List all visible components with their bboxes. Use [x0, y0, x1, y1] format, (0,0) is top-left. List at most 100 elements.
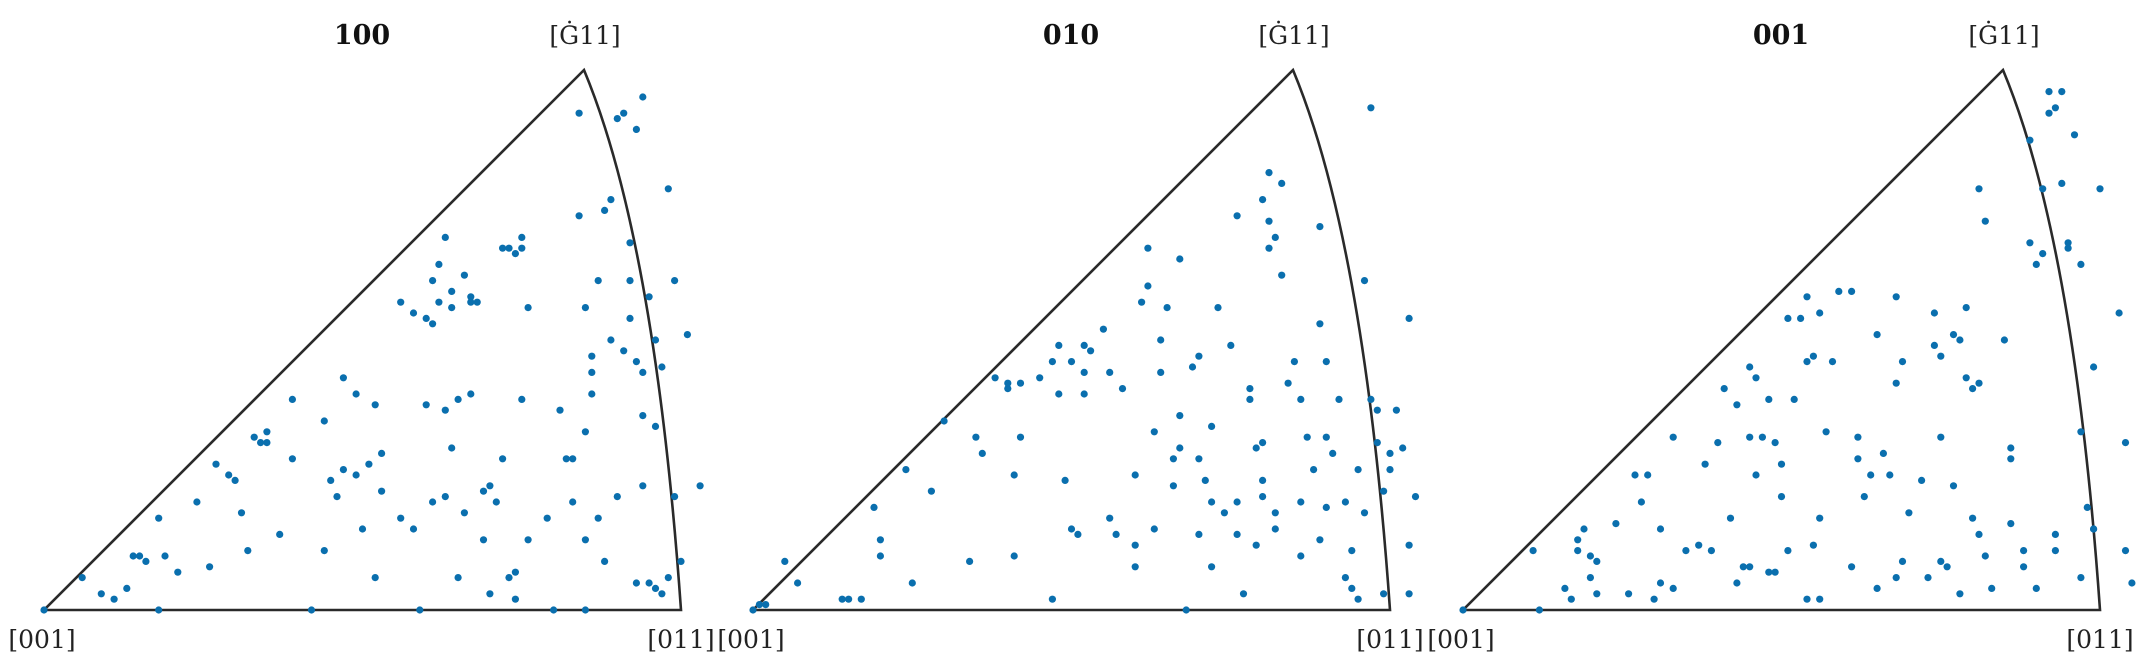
data-point [1867, 471, 1875, 479]
data-point [626, 314, 634, 322]
data-point [696, 482, 704, 490]
label-right: [011] [2066, 625, 2133, 654]
data-point [1080, 390, 1088, 398]
data-point [2051, 547, 2059, 555]
data-point [1656, 579, 1665, 587]
data-point [632, 579, 641, 587]
data-point [1873, 331, 1881, 339]
data-point [1329, 449, 1337, 457]
data-point [1937, 557, 1945, 566]
data-point [1208, 422, 1216, 430]
data-point [1246, 385, 1254, 393]
data-point [492, 498, 500, 506]
data-point [174, 568, 182, 576]
data-point [1816, 595, 1824, 603]
scatter-points [40, 93, 704, 614]
data-point [1656, 525, 1665, 533]
data-point [651, 584, 660, 593]
label-origin: [001] [717, 625, 784, 654]
data-point [193, 498, 201, 506]
data-point [645, 579, 653, 587]
data-point [378, 449, 386, 457]
data-point [397, 514, 405, 522]
data-point [1405, 541, 1413, 549]
data-point [1157, 368, 1165, 376]
data-point [1048, 358, 1056, 366]
data-point [1297, 395, 1305, 403]
data-point [429, 277, 437, 285]
data-point [1975, 379, 1983, 387]
data-point [607, 336, 615, 344]
data-point [1975, 185, 1983, 193]
data-point [333, 493, 341, 501]
data-point [78, 574, 86, 582]
data-point [1067, 358, 1076, 366]
data-point [161, 552, 169, 560]
data-point [2020, 563, 2028, 571]
data-point [1278, 271, 1286, 279]
data-point [473, 298, 481, 306]
data-point [2000, 336, 2008, 344]
data-point [110, 595, 118, 603]
data-point [1898, 557, 1907, 566]
data-point [1176, 412, 1184, 420]
data-point [1593, 557, 1601, 566]
data-point [1252, 541, 1260, 549]
data-point [1239, 590, 1248, 598]
data-point [1016, 379, 1025, 387]
data-point [632, 358, 641, 366]
data-point [1574, 536, 1582, 544]
data-point [664, 574, 672, 582]
data-point [1055, 390, 1063, 398]
data-point [2083, 503, 2091, 511]
data-point [1803, 358, 1811, 366]
data-point [1707, 547, 1715, 555]
data-point [441, 406, 449, 414]
data-point [1873, 584, 1881, 593]
label-top: [Ġ11] [1968, 21, 2039, 50]
data-point [1380, 487, 1388, 495]
data-point [460, 271, 468, 279]
data-point [1373, 439, 1381, 447]
label-top: [Ġ11] [1258, 21, 1329, 50]
data-point [1297, 552, 1305, 560]
data-point [1981, 552, 1989, 560]
data-point [1138, 298, 1146, 306]
data-point [1004, 379, 1012, 387]
data-point [876, 536, 884, 544]
data-point [1386, 466, 1394, 474]
data-point [1150, 428, 1158, 436]
data-point [1271, 509, 1279, 517]
data-point [1341, 498, 1349, 506]
data-point [1956, 336, 1964, 344]
data-point [1937, 433, 1945, 441]
data-point [155, 514, 163, 522]
data-point [1297, 498, 1305, 506]
data-point [505, 574, 513, 582]
data-point [511, 250, 519, 258]
data-point [263, 439, 271, 447]
data-point [320, 417, 328, 425]
data-point [467, 293, 475, 301]
data-point [1411, 493, 1420, 501]
data-point [562, 455, 570, 463]
data-point [1106, 514, 1114, 522]
data-point [639, 368, 647, 376]
data-point [1962, 374, 1970, 382]
data-point [2032, 260, 2040, 268]
data-point [1112, 530, 1120, 539]
data-point [683, 331, 692, 339]
data-point [2121, 439, 2130, 447]
label-right: [011] [647, 625, 714, 654]
data-point [1265, 169, 1273, 177]
data-point [1010, 552, 1018, 560]
data-point [123, 584, 131, 593]
data-point [1937, 352, 1945, 360]
data-point [838, 595, 846, 603]
data-point [581, 606, 590, 614]
data-point [136, 552, 144, 560]
data-point [1752, 471, 1760, 479]
data-point [1195, 455, 1203, 463]
data-point [1271, 233, 1279, 241]
data-point [845, 595, 853, 603]
